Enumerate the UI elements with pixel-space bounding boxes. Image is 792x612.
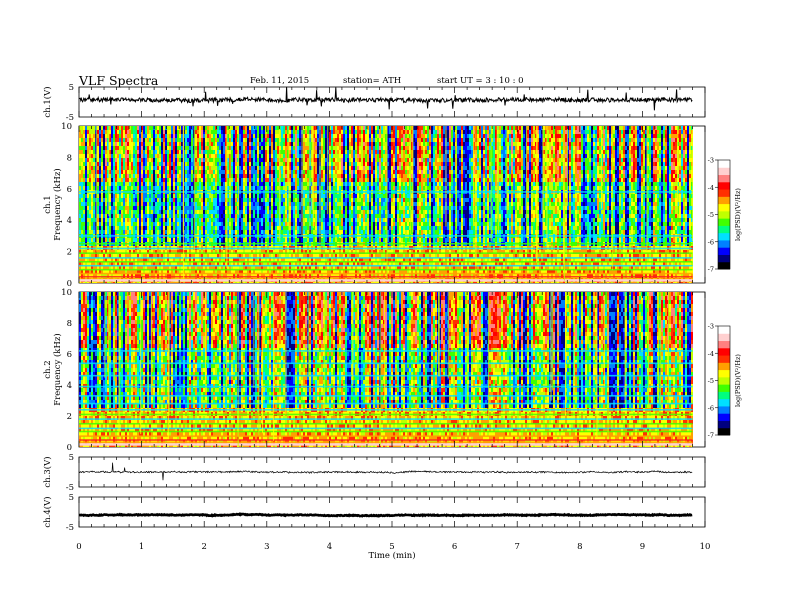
date-label: Feb. 11, 2015: [250, 76, 309, 86]
colorbar-tick-label: -5: [708, 377, 714, 385]
y-tick-label: 5: [69, 83, 74, 93]
colorbar-swatch: [718, 326, 730, 334]
x-tick-label: 8: [577, 542, 582, 552]
x-tick-label: 6: [452, 542, 457, 552]
ch3-waveform-line: [78, 462, 693, 481]
y-tick-label: 4: [67, 381, 72, 391]
x-tick-label: 3: [264, 542, 269, 552]
waveform-ylabel: ch.1(V): [42, 86, 53, 117]
colorbar-swatch: [718, 261, 730, 270]
waveform-ylabel: ch.4(V): [42, 496, 53, 527]
colorbar-swatch: [718, 398, 730, 407]
station-label: station= ATH: [343, 76, 401, 86]
y-tick-label: 6: [67, 185, 72, 195]
colorbar-swatch: [718, 376, 730, 385]
colorbar-tick-label: -5: [708, 211, 714, 219]
colorbar-tick-label: -6: [708, 238, 714, 246]
colorbar-swatch: [718, 160, 730, 168]
waveform-ylabel: ch.3(V): [42, 456, 53, 487]
colorbar-swatch: [718, 225, 730, 234]
ch4-waveform-line: [79, 512, 693, 518]
colorbar-swatch: [718, 203, 730, 212]
start-ut-label: start UT = 3 : 10 : 0: [437, 76, 524, 86]
colorbar-label: log(PSD)(V²/Hz): [734, 354, 742, 407]
spectrogram-channel-label: ch.2: [43, 360, 53, 378]
colorbar-swatch: [718, 369, 730, 378]
axis-ticks: [78, 87, 706, 527]
y-tick-label: 2: [67, 412, 72, 422]
y-tick-label: 8: [67, 319, 72, 329]
y-tick-label: -5: [66, 483, 74, 493]
colorbar-tick-label: -4: [708, 350, 714, 358]
colorbar-swatch: [718, 362, 730, 371]
colorbar-swatch: [718, 232, 730, 241]
y-tick-label: 0: [67, 443, 72, 453]
colorbar-swatch: [718, 405, 730, 414]
y-tick-label: 5: [69, 493, 74, 503]
colorbar-tick-label: -7: [708, 266, 714, 274]
x-tick-label: 0: [76, 542, 81, 552]
colorbar-swatch: [718, 181, 730, 190]
y-tick-label: 10: [61, 122, 72, 132]
y-tick-label: 10: [61, 288, 72, 298]
y-tick-label: 5: [69, 453, 74, 463]
colorbar-swatch: [718, 247, 730, 255]
colorbar-tick-label: -6: [708, 404, 714, 412]
y-tick-label: 8: [67, 153, 72, 163]
spectrogram-ylabel: Frequency (kHz): [52, 333, 63, 405]
colorbar-tick-label: -3: [708, 157, 714, 165]
y-tick-label: 2: [67, 248, 72, 258]
figure-title: VLF Spectra: [79, 73, 158, 88]
ch1-waveform-line: [78, 86, 693, 111]
colorbar-swatch: [718, 189, 730, 197]
x-tick-label: 4: [327, 542, 332, 552]
colorbar-swatch: [718, 355, 730, 363]
colorbar-swatch: [718, 420, 730, 429]
colorbar-swatch: [718, 167, 730, 176]
colorbar-swatch: [718, 254, 730, 263]
colorbars: -3 -4 -5 -6 -7 log(PSD)(V²/Hz) -3 -4 -5 -6 -7 log(P…: [708, 157, 742, 440]
y-tick-label: 6: [67, 350, 72, 360]
colorbar-swatch: [718, 340, 730, 349]
colorbar-swatch: [718, 333, 730, 342]
colorbar-tick-label: -3: [708, 323, 714, 331]
y-tick-label: 0: [67, 279, 72, 289]
x-axis-label: Time (min): [368, 550, 415, 561]
x-tick-label: 1: [139, 542, 144, 552]
x-tick-label: 9: [640, 542, 645, 552]
ch2-spectrogram-heatmap: [79, 292, 693, 447]
colorbar-label: log(PSD)(V²/Hz): [734, 188, 742, 241]
ch1-spectrogram-heatmap: [79, 126, 693, 283]
y-tick-label: -5: [66, 523, 74, 533]
x-tick-label: 2: [201, 542, 206, 552]
x-tick-label: 7: [514, 542, 519, 552]
colorbar-swatch: [718, 218, 730, 226]
colorbar-swatch: [718, 391, 730, 400]
colorbar-swatch: [718, 384, 730, 392]
x-tick-label: 10: [700, 542, 711, 552]
x-tick-label: 5: [389, 542, 394, 552]
colorbar-tick-label: -7: [708, 432, 714, 440]
axis-labels: 5-5ch.1(V)5-5ch.3(V)5-5ch.4(V)0246810ch.…: [42, 83, 710, 561]
colorbar-swatch: [718, 196, 730, 205]
colorbar-swatch: [718, 210, 730, 219]
colorbar-tick-label: -4: [708, 184, 714, 192]
spectrogram-channel-label: ch.1: [43, 195, 53, 213]
spectrogram-ylabel: Frequency (kHz): [52, 168, 63, 240]
y-tick-label: -5: [66, 113, 74, 123]
colorbar-swatch: [718, 174, 730, 183]
colorbar-swatch: [718, 239, 730, 248]
colorbar-swatch: [718, 413, 730, 421]
y-tick-label: 4: [67, 216, 72, 226]
colorbar-swatch: [718, 427, 730, 436]
colorbar-swatch: [718, 347, 730, 356]
